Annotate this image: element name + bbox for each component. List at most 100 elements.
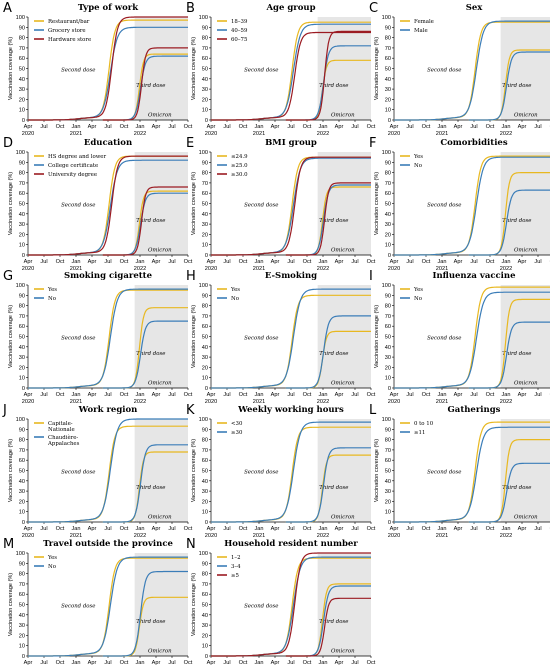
series-line-third-dose — [102, 444, 188, 523]
y-tick-label: 80 — [19, 171, 25, 177]
y-tick-label: 90 — [385, 427, 391, 433]
x-tick-label: Oct — [486, 124, 495, 130]
y-tick-label: 60 — [385, 191, 391, 197]
panel-title: Type of work — [78, 3, 139, 13]
legend-label: 40–59 — [231, 28, 248, 34]
y-tick-label: 100 — [199, 283, 208, 289]
y-tick-label: 30 — [19, 222, 25, 228]
panel-letter: I — [369, 269, 373, 284]
x-tick-label: Oct — [303, 660, 312, 665]
y-tick-label: 70 — [385, 181, 391, 187]
third-dose-label: Third dose — [319, 485, 348, 491]
legend-label: Yes — [413, 154, 423, 160]
y-tick-label: 20 — [202, 499, 208, 505]
y-tick-label: 30 — [19, 489, 25, 495]
y-axis-label: Vaccination coverage (%) — [8, 573, 14, 636]
legend-label: Yes — [230, 287, 240, 293]
y-tick-label: 80 — [385, 171, 391, 177]
x-tick-label: Jan — [254, 526, 263, 532]
y-tick-label: 40 — [385, 212, 391, 218]
third-dose-label: Third dose — [502, 351, 531, 357]
y-tick-label: 30 — [385, 355, 391, 361]
x-tick-label: Jul — [351, 392, 358, 398]
omicron-label: Omicron — [331, 247, 355, 253]
y-tick-label: 0 — [388, 386, 391, 392]
y-tick-label: 80 — [385, 304, 391, 310]
y-tick-label: 70 — [19, 314, 25, 320]
x-tick-label: Jan — [254, 259, 263, 265]
x-tick-label: Apr — [152, 259, 161, 265]
y-axis-label: Vaccination coverage (%) — [8, 439, 14, 502]
x-tick-label: Jan — [501, 124, 510, 130]
y-tick-label: 50 — [19, 202, 25, 208]
x-tick-label: Apr — [454, 392, 463, 398]
x-tick-label: Apr — [390, 124, 399, 130]
x-tick-label: Oct — [239, 124, 248, 130]
y-tick-label: 90 — [19, 293, 25, 299]
x-tick-label: Apr — [390, 526, 399, 532]
y-tick-label: 90 — [19, 561, 25, 567]
y-tick-label: 90 — [202, 427, 208, 433]
y-tick-label: 80 — [385, 438, 391, 444]
x-tick-label: Jul — [104, 660, 111, 665]
year-label: 2021 — [253, 266, 265, 272]
legend-label: ≥30 — [231, 430, 243, 436]
y-tick-label: 70 — [385, 46, 391, 52]
second-dose-label: Second dose — [61, 604, 95, 610]
panel-A: A Type of work 0 10 20 30 40 50 60 70 80 90 100 Vacci… — [3, 1, 193, 137]
y-tick-label: 60 — [202, 592, 208, 598]
y-tick-label: 90 — [19, 427, 25, 433]
y-tick-label: 0 — [388, 253, 391, 259]
y-axis-label: Vaccination coverage (%) — [374, 439, 380, 502]
y-tick-label: 40 — [202, 345, 208, 351]
y-tick-label: 50 — [202, 202, 208, 208]
y-tick-label: 60 — [202, 458, 208, 464]
third-dose-label: Third dose — [136, 619, 165, 625]
y-tick-label: 0 — [205, 520, 208, 526]
legend-label: Chaudière- — [48, 434, 78, 441]
y-tick-label: 50 — [19, 67, 25, 73]
legend-label: No — [48, 564, 56, 570]
y-tick-label: 10 — [19, 644, 25, 650]
x-tick-label: Jul — [287, 526, 294, 532]
y-tick-label: 0 — [388, 118, 391, 124]
y-tick-label: 70 — [202, 314, 208, 320]
y-tick-label: 90 — [202, 561, 208, 567]
x-tick-label: Jul — [534, 392, 541, 398]
y-tick-label: 90 — [202, 25, 208, 31]
panel-title: Gatherings — [448, 405, 501, 415]
y-tick-label: 30 — [202, 489, 208, 495]
x-tick-label: Oct — [303, 124, 312, 130]
y-tick-label: 50 — [19, 469, 25, 475]
series-line-second-dose — [28, 418, 188, 523]
y-tick-label: 30 — [19, 355, 25, 361]
y-tick-label: 20 — [385, 97, 391, 103]
x-tick-label: Oct — [486, 526, 495, 532]
series-line-third-dose — [468, 462, 550, 523]
y-axis-label: Vaccination coverage (%) — [374, 37, 380, 100]
y-tick-label: 70 — [202, 181, 208, 187]
y-tick-label: 50 — [202, 469, 208, 475]
y-tick-label: 100 — [199, 417, 208, 423]
y-tick-label: 20 — [19, 365, 25, 371]
omicron-label: Omicron — [148, 514, 172, 520]
year-label: 2021 — [436, 131, 448, 137]
panel-K: K Weekly working hours 0 10 20 30 40 50 60 70 80 90… — [186, 403, 376, 539]
panel-I: I Influenza vaccine 0 10 20 30 40 50 60 70 80 90 100… — [369, 269, 550, 405]
third-dose-label: Third dose — [136, 218, 165, 224]
panel-J: J Work region 0 10 20 30 40 50 60 70 80 90 100 Vaccin… — [2, 403, 193, 539]
omicron-label: Omicron — [148, 380, 172, 386]
y-axis-label: Vaccination coverage (%) — [191, 37, 197, 100]
x-tick-label: Jul — [223, 124, 230, 130]
y-tick-label: 10 — [202, 510, 208, 516]
x-tick-label: Apr — [271, 526, 280, 532]
y-axis-label: Vaccination coverage (%) — [8, 172, 14, 235]
x-tick-label: Jul — [406, 392, 413, 398]
x-tick-label: Jul — [40, 392, 47, 398]
year-label: 2020 — [22, 131, 34, 137]
x-tick-label: Jul — [287, 392, 294, 398]
legend-label: ≤24.9 — [231, 154, 248, 160]
year-label: 2022 — [134, 131, 146, 137]
panel-G: G Smoking cigarette 0 10 20 30 40 50 60 70 80 90 100… — [3, 269, 193, 405]
